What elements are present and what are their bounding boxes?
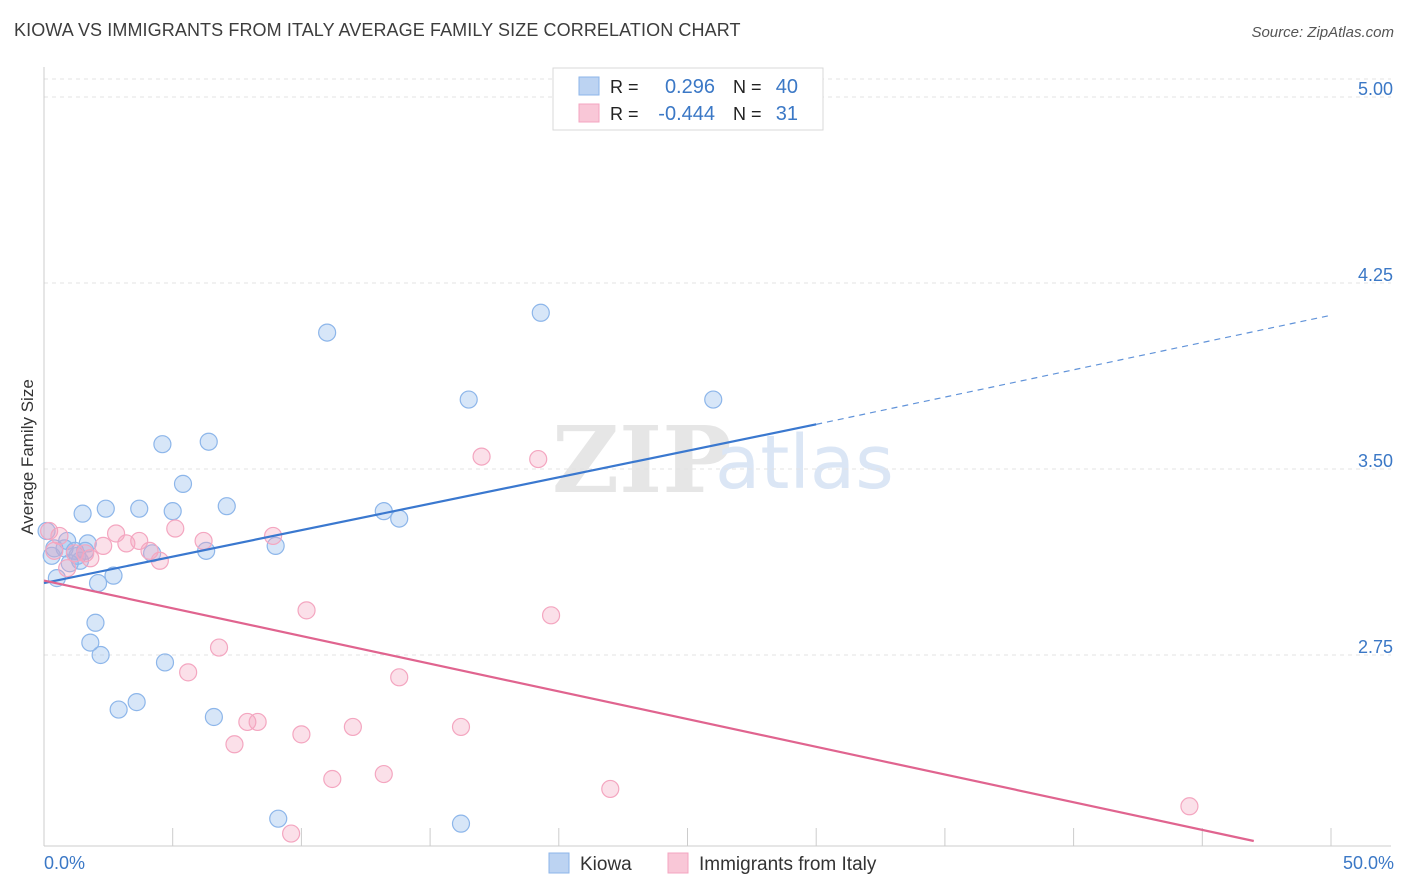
x-tick-label-1: 50.0% xyxy=(1343,853,1394,873)
italy-point-30 xyxy=(529,449,548,469)
stats-n-label-italy: N = xyxy=(733,104,762,124)
kiowa-point-17 xyxy=(96,499,115,518)
kiowa-point-33 xyxy=(318,323,337,342)
italy-point-14 xyxy=(179,663,198,682)
chart-title: KIOWA VS IMMIGRANTS FROM ITALY AVERAGE F… xyxy=(14,20,741,40)
italy-point-0 xyxy=(40,521,59,541)
kiowa-point-14 xyxy=(86,613,105,632)
italy-point-33 xyxy=(1180,797,1199,816)
x-tick-label-0: 0.0% xyxy=(44,853,85,873)
kiowa-point-16 xyxy=(91,645,110,665)
stats-r-label-italy: R = xyxy=(610,104,639,124)
italy-point-16 xyxy=(209,638,229,657)
axes: 2.75 3.50 4.25 5.00 0.0% 50.0% Average Family … xyxy=(18,67,1394,873)
kiowa-point-23 xyxy=(153,435,172,454)
italy-point-5 xyxy=(76,544,95,563)
kiowa-point-29 xyxy=(204,707,223,727)
watermark-atlas: atlas xyxy=(715,420,894,506)
italy-point-25 xyxy=(343,717,362,737)
stats-swatch-kiowa xyxy=(578,76,600,96)
legend-label-italy: Immigrants from Italy xyxy=(699,854,877,875)
series-legend: Kiowa Immigrants from Italy xyxy=(548,852,877,875)
italy-point-3 xyxy=(58,559,77,578)
stats-legend: R = 0.296 N = 40 R = -0.444 N = 31 xyxy=(552,67,824,131)
kiowa-point-38 xyxy=(531,303,550,322)
italy-point-17 xyxy=(225,735,244,754)
italy-point-7 xyxy=(94,536,113,555)
kiowa-point-26 xyxy=(173,474,193,493)
stats-n-value-italy: 31 xyxy=(776,103,798,125)
kiowa-point-32 xyxy=(269,809,288,828)
kiowa-point-28 xyxy=(199,432,218,451)
italy-point-29 xyxy=(472,447,491,466)
stats-n-value-kiowa: 40 xyxy=(776,76,798,98)
stats-r-value-italy: -0.444 xyxy=(658,103,715,125)
stats-swatch-italy xyxy=(578,103,600,123)
kiowa-trend-line xyxy=(43,423,817,585)
italy-point-2 xyxy=(50,526,69,546)
y-tick-label-2: 4.25 xyxy=(1358,265,1393,285)
italy-point-19 xyxy=(248,712,267,732)
kiowa-point-18 xyxy=(104,566,123,585)
italy-point-21 xyxy=(282,824,301,843)
italy-trend-line xyxy=(43,579,1255,843)
kiowa-point-39 xyxy=(704,390,723,409)
italy-point-27 xyxy=(390,668,409,687)
italy-point-32 xyxy=(601,779,620,799)
gridlines xyxy=(44,78,1391,656)
italy-point-24 xyxy=(323,769,342,789)
data-points xyxy=(37,303,1199,843)
italy-point-6 xyxy=(81,549,100,568)
kiowa-point-35 xyxy=(390,509,409,528)
kiowa-point-15 xyxy=(88,573,108,593)
legend-label-kiowa: Kiowa xyxy=(580,854,632,875)
kiowa-point-25 xyxy=(163,502,182,521)
legend-swatch-kiowa xyxy=(548,852,570,874)
italy-point-28 xyxy=(451,717,471,737)
y-tick-label-1: 3.50 xyxy=(1358,451,1393,471)
kiowa-point-20 xyxy=(127,693,146,712)
y-tick-label-3: 5.00 xyxy=(1358,79,1393,99)
italy-point-31 xyxy=(541,606,561,625)
italy-point-18 xyxy=(238,712,257,732)
y-tick-label-0: 2.75 xyxy=(1358,637,1393,657)
kiowa-point-19 xyxy=(109,700,128,719)
kiowa-trend-extension xyxy=(816,314,1332,425)
kiowa-point-36 xyxy=(451,814,471,833)
stats-r-value-kiowa: 0.296 xyxy=(665,76,715,98)
italy-point-13 xyxy=(166,519,185,538)
kiowa-point-30 xyxy=(217,497,236,516)
kiowa-point-13 xyxy=(81,633,100,652)
source-label: Source: ZipAtlas.com xyxy=(1251,24,1394,41)
italy-point-15 xyxy=(194,531,213,551)
legend-swatch-italy xyxy=(667,852,689,874)
series-0-points xyxy=(37,303,723,833)
italy-point-23 xyxy=(297,601,316,620)
kiowa-point-21 xyxy=(130,499,149,518)
trend-lines xyxy=(43,314,1332,843)
kiowa-point-10 xyxy=(73,504,92,523)
kiowa-point-24 xyxy=(155,653,175,672)
stats-n-label-kiowa: N = xyxy=(733,77,762,97)
stats-r-label-kiowa: R = xyxy=(610,77,639,97)
italy-point-22 xyxy=(292,725,311,744)
y-axis-title: Average Family Size xyxy=(18,379,37,535)
kiowa-point-37 xyxy=(459,390,478,409)
italy-point-26 xyxy=(374,764,393,784)
